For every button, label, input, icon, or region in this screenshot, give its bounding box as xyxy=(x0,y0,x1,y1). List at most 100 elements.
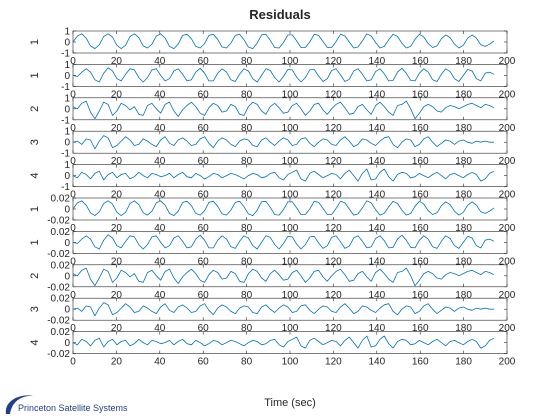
x-tick-label: 140 xyxy=(368,56,385,67)
series-line xyxy=(72,168,495,182)
x-tick-label: 80 xyxy=(241,56,253,67)
x-tick-label: 200 xyxy=(499,89,516,100)
chart-title: Residuals xyxy=(249,7,310,22)
series-line xyxy=(72,234,495,250)
y-axis-label: 1 xyxy=(29,39,41,45)
y-tick-label: 1 xyxy=(64,27,70,38)
x-tick-label: 180 xyxy=(455,290,472,301)
x-tick-label: 120 xyxy=(325,256,342,267)
y-tick-label: -0.02 xyxy=(47,216,70,227)
y-tick-label: 0 xyxy=(64,271,70,282)
x-tick-label: 0 xyxy=(70,290,76,301)
axes-box xyxy=(72,64,508,87)
x-tick-label: 180 xyxy=(455,123,472,134)
x-tick-label: 80 xyxy=(241,156,253,167)
series-line xyxy=(72,100,495,120)
x-tick-label: 100 xyxy=(282,323,299,334)
y-tick-label: 0 xyxy=(64,171,70,182)
x-tick-label: 40 xyxy=(154,323,166,334)
x-tick-label: 60 xyxy=(198,256,210,267)
x-tick-label: 20 xyxy=(111,223,123,234)
x-tick-label: 60 xyxy=(198,323,210,334)
x-tick-label: 100 xyxy=(282,123,299,134)
x-tick-label: 120 xyxy=(325,223,342,234)
x-tick-label: 20 xyxy=(111,256,123,267)
x-tick-label: 140 xyxy=(368,323,385,334)
y-tick-label: 0 xyxy=(64,305,70,316)
x-tick-label: 120 xyxy=(325,123,342,134)
y-tick-label: 0 xyxy=(64,338,70,349)
y-tick-label: -1 xyxy=(61,49,70,60)
x-tick-label: 200 xyxy=(499,223,516,234)
x-tick-label: 0 xyxy=(70,123,76,134)
y-axis-label: 1 xyxy=(29,72,41,78)
x-tick-label: 140 xyxy=(368,357,385,368)
x-tick-label: 200 xyxy=(499,290,516,301)
y-tick-label: -1 xyxy=(61,82,70,93)
x-tick-label: 80 xyxy=(241,123,253,134)
x-tick-label: 100 xyxy=(282,89,299,100)
x-tick-label: 180 xyxy=(455,256,472,267)
series-line xyxy=(72,200,495,217)
series-line xyxy=(72,302,494,317)
series-line xyxy=(72,335,495,349)
x-tick-label: 40 xyxy=(154,56,166,67)
x-tick-label: 20 xyxy=(111,123,123,134)
x-tick-label: 100 xyxy=(282,56,299,67)
x-tick-label: 140 xyxy=(368,256,385,267)
x-tick-label: 40 xyxy=(154,357,166,368)
y-tick-label: 0.02 xyxy=(51,327,71,338)
x-tick-label: 160 xyxy=(412,223,429,234)
x-tick-label: 80 xyxy=(241,290,253,301)
x-tick-label: 120 xyxy=(325,323,342,334)
y-axis-label: 3 xyxy=(29,306,41,312)
x-tick-label: 60 xyxy=(198,156,210,167)
x-tick-label: 0 xyxy=(70,323,76,334)
x-tick-label: 160 xyxy=(412,56,429,67)
axes-box xyxy=(72,30,508,54)
y-tick-label: -0.02 xyxy=(47,316,70,327)
x-tick-label: 40 xyxy=(154,256,166,267)
logo-text: Princeton Satellite Systems xyxy=(18,403,128,413)
x-tick-label: 160 xyxy=(412,123,429,134)
x-tick-label: 0 xyxy=(70,190,76,201)
x-tick-label: 180 xyxy=(455,223,472,234)
x-tick-label: 140 xyxy=(368,190,385,201)
x-tick-label: 100 xyxy=(282,256,299,267)
x-tick-label: 180 xyxy=(455,89,472,100)
y-tick-label: 0.02 xyxy=(51,227,71,238)
series-line xyxy=(72,33,495,49)
x-tick-label: 180 xyxy=(455,323,472,334)
x-tick-label: 20 xyxy=(111,89,123,100)
y-tick-label: 1 xyxy=(64,93,70,104)
x-tick-label: 20 xyxy=(111,323,123,334)
x-tick-label: 0 xyxy=(70,223,76,234)
x-tick-label: 0 xyxy=(70,156,76,167)
x-tick-label: 80 xyxy=(241,256,253,267)
x-tick-label: 60 xyxy=(198,89,210,100)
x-tick-label: 20 xyxy=(111,56,123,67)
x-tick-label: 200 xyxy=(499,256,516,267)
series-line xyxy=(72,135,494,150)
y-tick-label: 1 xyxy=(64,60,70,71)
x-tick-label: 120 xyxy=(325,156,342,167)
x-tick-label: 0 xyxy=(70,89,76,100)
series-line xyxy=(72,267,495,287)
x-tick-label: 40 xyxy=(154,89,166,100)
x-tick-label: 180 xyxy=(455,357,472,368)
x-tick-label: 160 xyxy=(412,190,429,201)
y-axis-label: 2 xyxy=(29,273,41,279)
y-tick-label: 0 xyxy=(64,205,70,216)
x-tick-label: 140 xyxy=(368,123,385,134)
x-tick-label: 60 xyxy=(198,357,210,368)
x-tick-label: 60 xyxy=(198,56,210,67)
y-tick-label: 1 xyxy=(64,127,70,138)
